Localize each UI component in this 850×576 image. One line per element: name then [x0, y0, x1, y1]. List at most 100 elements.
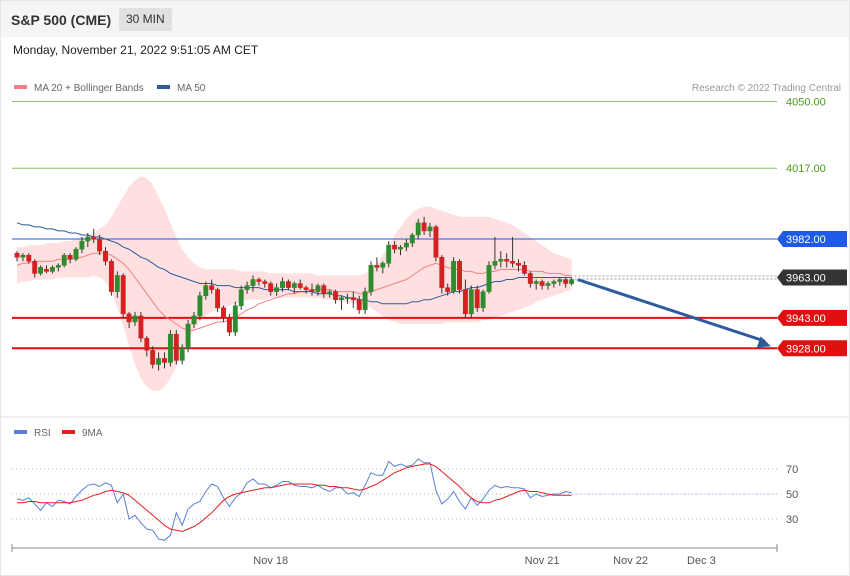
copyright-text: Research © 2022 Trading Central — [692, 83, 841, 94]
candle-body-65 — [398, 246, 403, 250]
rsi-legend-label-0: RSI — [34, 428, 51, 439]
candle-body-16 — [108, 261, 114, 292]
candle-body-13 — [91, 236, 97, 240]
x-tick-dec-3: Dec 3 — [687, 555, 716, 567]
candle-body-70 — [427, 226, 433, 232]
candle-body-36 — [226, 317, 232, 333]
candle-body-81 — [492, 261, 498, 266]
candle-body-20 — [132, 315, 138, 323]
candle-body-56 — [344, 297, 350, 299]
candle-body-46 — [285, 281, 291, 288]
candle-body-1 — [20, 254, 26, 258]
level-label-3963.00: 3963.00 — [786, 272, 826, 284]
candle-body-82 — [498, 259, 504, 262]
level-label-3943.00: 3943.00 — [786, 313, 826, 325]
candle-body-79 — [480, 291, 486, 309]
x-tick-nov-18: Nov 18 — [253, 555, 288, 567]
candle-body-75 — [457, 261, 462, 290]
rsi-legend-swatch-0 — [14, 430, 27, 434]
candle-body-74 — [451, 261, 457, 292]
candle-body-60 — [368, 265, 374, 292]
candle-body-0 — [14, 252, 20, 258]
candle-body-4 — [38, 267, 44, 274]
candle-body-21 — [138, 315, 144, 339]
legend-swatch-0 — [14, 85, 27, 89]
candle-body-38 — [238, 289, 244, 307]
candle-body-39 — [244, 285, 250, 290]
candle-body-18 — [120, 275, 126, 315]
candle-body-54 — [333, 291, 339, 300]
level-label-3928.00: 3928.00 — [786, 343, 826, 355]
candle-body-90 — [545, 283, 551, 286]
x-tick-nov-22: Nov 22 — [613, 555, 648, 567]
candle-body-45 — [280, 281, 285, 288]
candle-body-29 — [185, 323, 191, 349]
level-tag-3963.00 — [777, 269, 847, 286]
ma20-line — [16, 252, 572, 331]
level-label-4050.00: 4050.00 — [786, 96, 826, 108]
candle-body-6 — [49, 267, 55, 272]
candle-body-84 — [510, 261, 516, 264]
candle-body-7 — [55, 265, 61, 268]
candle-body-2 — [26, 254, 32, 262]
candle-body-55 — [339, 297, 344, 300]
legend-swatch-1 — [157, 85, 170, 89]
candle-body-72 — [439, 256, 445, 288]
timeframe-badge[interactable]: 30 MIN — [119, 8, 172, 31]
candle-body-41 — [256, 279, 262, 282]
candle-body-5 — [44, 269, 49, 272]
candle-body-78 — [474, 289, 480, 309]
level-tag-3982.00 — [777, 231, 847, 248]
level-labels: 4050.00 4017.00 3982.00 3963.00 3943.00 3928.… — [777, 96, 847, 357]
rsi-ma9-line — [17, 463, 572, 533]
candle-body-63 — [386, 244, 392, 264]
candle-body-26 — [167, 333, 173, 363]
candle-body-59 — [362, 291, 368, 311]
candle-body-25 — [162, 358, 167, 363]
candle-body-23 — [150, 350, 156, 365]
forecast-arrow — [577, 278, 771, 348]
level-tag-3943.00 — [777, 309, 847, 326]
candle-body-42 — [262, 281, 268, 284]
forecast-arrow-head — [756, 336, 771, 348]
candle-body-10 — [73, 248, 79, 260]
legend-label-0: MA 20 + Bollinger Bands — [34, 83, 144, 94]
x-tick-nov-21: Nov 21 — [525, 555, 560, 567]
candle-body-91 — [551, 281, 557, 284]
candle-body-48 — [297, 283, 303, 288]
candle-body-77 — [468, 289, 474, 315]
candle-body-12 — [85, 236, 91, 242]
candle-body-3 — [32, 261, 38, 274]
x-axis: Nov 18 Nov 21 Nov 22 Dec 3 — [11, 544, 778, 567]
candlesticks — [14, 216, 575, 371]
candle-body-93 — [563, 279, 569, 284]
candle-body-68 — [415, 222, 421, 236]
candle-body-86 — [521, 265, 527, 274]
instrument-title: S&P 500 (CME) — [11, 12, 112, 28]
candle-body-52 — [321, 285, 327, 294]
legend: MA 20 + Bollinger Bands MA 50 — [14, 83, 206, 94]
candle-body-61 — [374, 265, 380, 268]
candle-body-37 — [232, 305, 238, 333]
candle-body-31 — [197, 295, 203, 317]
candle-body-43 — [268, 283, 274, 292]
candle-body-28 — [179, 348, 185, 361]
candle-body-17 — [114, 275, 120, 292]
candle-body-62 — [380, 263, 386, 268]
candle-body-51 — [315, 285, 321, 292]
candle-body-11 — [79, 240, 85, 250]
candle-body-19 — [126, 313, 132, 323]
candle-body-71 — [433, 226, 439, 258]
candle-body-76 — [462, 289, 468, 315]
rsi-line — [16, 458, 572, 541]
candle-body-57 — [350, 297, 356, 300]
candle-body-53 — [327, 291, 333, 294]
candle-body-47 — [291, 283, 297, 288]
candle-body-92 — [557, 279, 563, 282]
candle-body-85 — [516, 263, 521, 266]
candle-body-44 — [274, 287, 280, 292]
candle-body-33 — [209, 285, 215, 290]
candle-body-67 — [409, 234, 415, 244]
candle-body-58 — [356, 299, 362, 311]
candle-body-73 — [445, 287, 451, 292]
